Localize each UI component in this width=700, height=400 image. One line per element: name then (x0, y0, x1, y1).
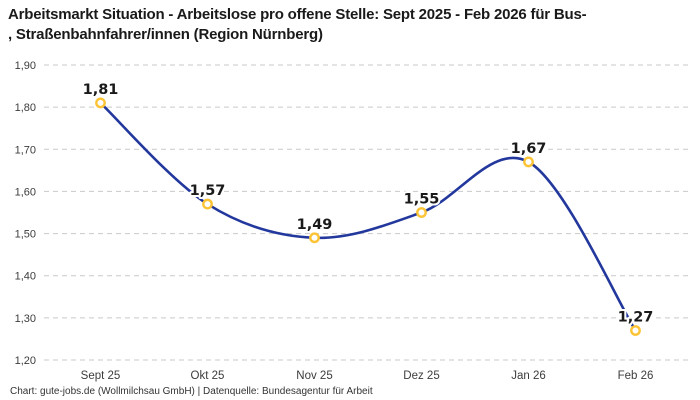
data-line (99, 101, 637, 332)
y-axis-tick-label: 1,60 (15, 186, 36, 198)
data-point-marker (630, 325, 641, 336)
data-point-marker (416, 207, 427, 218)
x-axis-tick-label: Sept 25 (81, 370, 121, 382)
data-point-label: 1,55 (404, 192, 440, 208)
data-point-label: 1,49 (297, 217, 333, 233)
data-point-label: 1,27 (618, 310, 654, 326)
data-point-label: 1,57 (190, 183, 226, 199)
y-axis-tick-label: 1,70 (15, 144, 36, 156)
data-point-label: 1,81 (83, 82, 119, 98)
y-axis-tick-label: 1,40 (15, 271, 36, 283)
data-point-marker (202, 198, 213, 210)
y-axis-tick-label: 1,80 (15, 102, 36, 114)
y-axis-tick-label: 1,50 (15, 229, 36, 241)
data-point-marker (523, 156, 534, 168)
data-point-marker (309, 232, 320, 244)
y-axis-tick-label: 1,30 (15, 313, 36, 325)
x-axis-tick-label: Feb 26 (618, 370, 654, 382)
x-axis-tick-label: Nov 25 (296, 370, 332, 382)
x-axis-tick-label: Dez 25 (403, 370, 439, 382)
y-axis-tick-label: 1,90 (15, 60, 36, 72)
chart-credit: Chart: gute-jobs.de (Wollmilchsau GmbH) … (10, 386, 373, 397)
chart-title: Arbeitsmarkt Situation - Arbeitslose pro… (8, 6, 587, 43)
y-axis-tick-label: 1,20 (15, 355, 36, 367)
data-point-marker (95, 97, 106, 109)
data-point-label: 1,67 (511, 141, 547, 157)
x-axis-tick-label: Okt 25 (191, 370, 225, 382)
x-axis-tick-label: Jan 26 (511, 370, 546, 382)
